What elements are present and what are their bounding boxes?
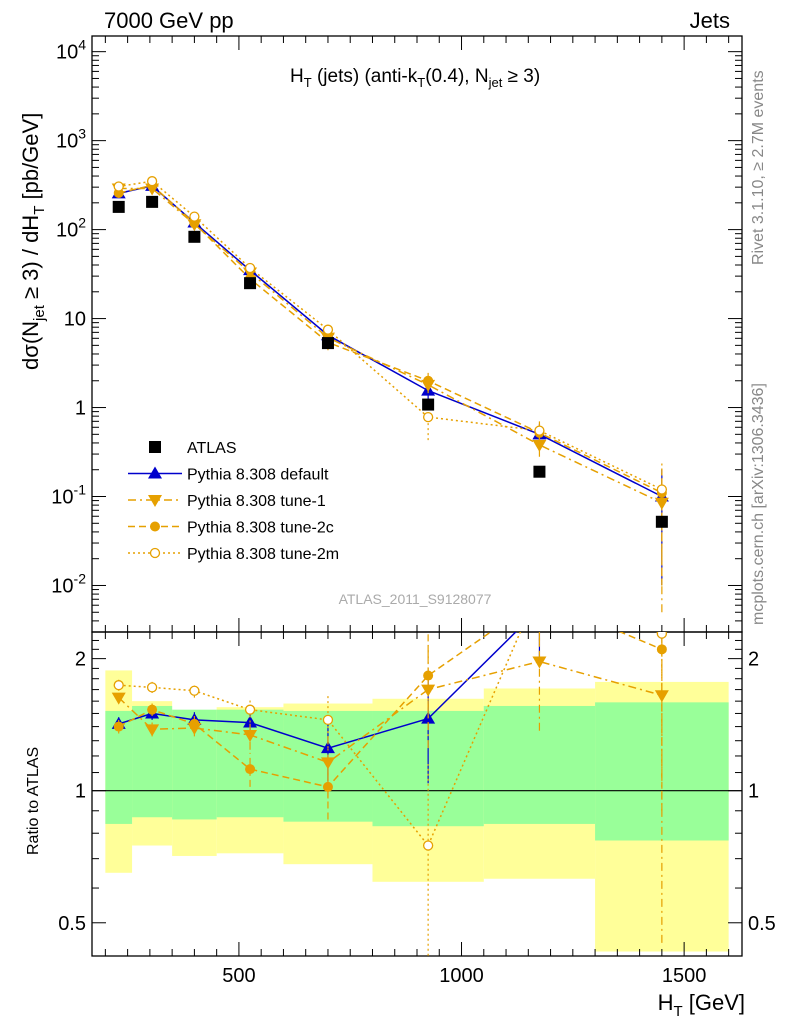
data-point [189, 211, 200, 222]
legend-marker [148, 495, 162, 507]
y-axis-label-ratio: Ratio to ATLAS [25, 747, 42, 855]
legend-marker [150, 521, 160, 532]
ratio-point [535, 583, 544, 592]
data-point [146, 176, 158, 187]
ratio-point [422, 840, 434, 851]
ratio-y-tick-label: 1 [748, 781, 759, 803]
rivet-label: Rivet 3.1.10, ≥ 2.7M events [750, 70, 767, 265]
main-y-tick-label: 103 [56, 126, 86, 153]
ratio-point [113, 680, 124, 691]
ratio-point [147, 704, 158, 715]
main-y-tick-label: 10 [64, 309, 86, 331]
data-point [534, 425, 545, 436]
ratio-uncertainty-band [105, 670, 729, 952]
ratio-point [532, 656, 547, 669]
ratio-point [322, 781, 333, 792]
main-title: HT (jets) (anti-kT(0.4), Njet ≥ 3) [290, 66, 540, 90]
data-point [188, 230, 201, 243]
x-tick-label: 1500 [662, 965, 707, 987]
ratio-point [532, 602, 546, 614]
legend-label: ATLAS [187, 440, 237, 457]
data-point [112, 200, 125, 213]
ratio-point [243, 729, 258, 742]
data-point [146, 195, 159, 208]
ratio-point [146, 682, 158, 693]
main-y-tick-label: 1 [75, 398, 86, 420]
ratio-point [111, 692, 126, 705]
series-line [118, 184, 663, 494]
ratio-point [189, 718, 200, 729]
legend-label: Pythia 8.308 tune-1 [187, 493, 326, 510]
legend-marker [149, 547, 161, 559]
ratio-point [244, 704, 256, 715]
main-y-tick-label: 104 [56, 37, 86, 64]
data-point [655, 515, 668, 528]
legend-label: Pythia 8.308 default [187, 467, 329, 484]
ratio-point [656, 632, 668, 639]
x-tick-label: 500 [222, 965, 255, 987]
ratio-point [423, 670, 434, 681]
data-point [322, 324, 334, 335]
ratio-point [189, 685, 200, 696]
ratio-y-tick-label: 2 [75, 649, 86, 671]
data-point [244, 262, 256, 274]
analysis-watermark: ATLAS_2011_S9128077 [339, 591, 492, 607]
series-line [118, 180, 663, 491]
legend-marker [148, 466, 162, 479]
legend-label: Pythia 8.308 tune-2c [187, 520, 334, 537]
data-point [321, 337, 334, 350]
legend-marker [149, 441, 161, 453]
main-y-tick-label: 10-1 [51, 482, 86, 509]
ratio-y-tick-label: 1 [75, 781, 86, 803]
data-point [533, 465, 546, 478]
series-line [118, 187, 663, 504]
ratio-y-tick-label: 0.5 [748, 913, 776, 935]
data-point [422, 411, 434, 423]
data-point [656, 484, 668, 495]
header-left: 7000 GeV pp [104, 8, 234, 33]
data-point [532, 439, 547, 452]
data-point [244, 277, 257, 290]
main-data-layer [111, 176, 669, 613]
ratio-point [245, 764, 256, 775]
data-point [423, 375, 434, 386]
main-panel: 10-2 10-1 1 10 102 103 104 [51, 36, 742, 633]
header-right: Jets [690, 8, 730, 33]
data-point [422, 398, 435, 411]
ratio-panel: 500 1000 1500 0.5 0.5 1 1 2 2 [58, 632, 776, 987]
x-tick-label: 1000 [439, 965, 484, 987]
x-axis-label: HT [GeV] [658, 990, 745, 1020]
ratio-point [534, 593, 544, 603]
ratio-series-line [118, 632, 663, 788]
ratio-series-line [118, 632, 663, 847]
main-frame [91, 35, 743, 633]
ratio-frame [91, 631, 743, 957]
main-y-tick-label: 102 [56, 215, 86, 242]
ratio-y-tick-label: 2 [748, 649, 759, 671]
data-point [113, 181, 124, 192]
ratio-point [322, 714, 334, 726]
ratio-point [145, 724, 160, 737]
ratio-data-layer [111, 583, 669, 956]
ratio-point [113, 721, 124, 732]
legend-label: Pythia 8.308 tune-2m [187, 546, 339, 563]
legend: ATLAS Pythia 8.308 default Pythia 8.308 tu… [128, 440, 339, 563]
main-y-tick-label: 10-2 [51, 570, 86, 597]
ratio-series-line [118, 660, 663, 764]
ratio-y-tick-label: 0.5 [58, 913, 86, 935]
y-axis-label-main: dσ(Njet ≥ 3) / dHT [pb/GeV] [18, 113, 48, 370]
mcplots-label: mcplots.cern.ch [arXiv:1306.3436] [750, 383, 767, 625]
